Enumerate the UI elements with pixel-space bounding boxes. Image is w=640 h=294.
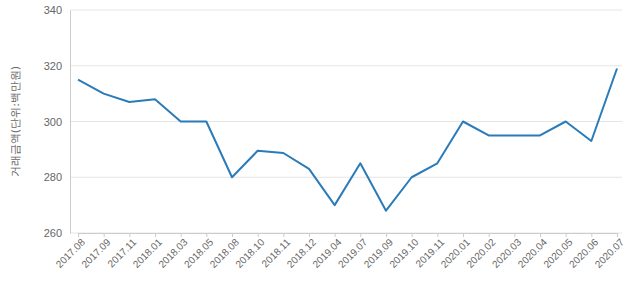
y-axis: 260 280 300 320 340 <box>44 4 71 239</box>
series <box>78 69 617 211</box>
y-tick-label: 300 <box>44 116 62 128</box>
y-tick: 340 <box>44 4 70 16</box>
y-axis-title: 거래금액(단위:백만원) <box>9 66 22 177</box>
grid <box>70 10 622 233</box>
y-tick-label: 260 <box>44 227 62 239</box>
y-tick: 260 <box>44 227 70 239</box>
x-axis-line <box>79 234 618 238</box>
y-axis-line <box>70 11 71 234</box>
y-tick: 300 <box>44 116 70 128</box>
grid-line <box>70 10 622 11</box>
x-tick: 2020.07 <box>593 233 627 270</box>
y-tick: 320 <box>44 60 70 72</box>
chart: 260 280 300 320 340 2017.082017.092017.112018… <box>0 0 640 294</box>
grid-line <box>70 65 622 66</box>
y-tick-label: 340 <box>44 4 62 16</box>
grid-line <box>70 177 622 178</box>
y-tick: 280 <box>44 171 70 183</box>
x-tick-label: 2020.07 <box>593 236 627 270</box>
y-tick-label: 280 <box>44 171 62 183</box>
line <box>78 69 617 211</box>
grid-line <box>70 121 622 122</box>
x-axis: 2017.082017.092017.112018.012018.032018.… <box>54 233 627 270</box>
y-tick-label: 320 <box>44 60 62 72</box>
plot: 260 280 300 320 340 2017.082017.092017.112018… <box>44 4 627 270</box>
